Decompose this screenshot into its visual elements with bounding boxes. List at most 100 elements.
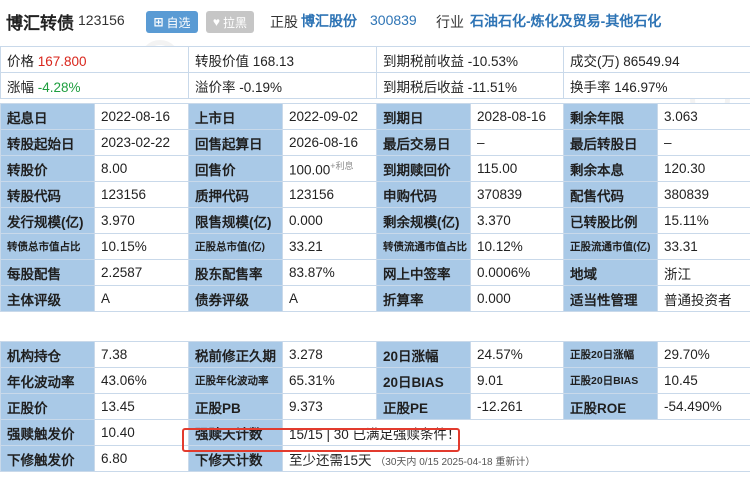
info-value: 2026-08-16 (282, 129, 377, 156)
stats-label: 正股PE (376, 393, 471, 420)
info-label: 转债流通市值占比 (376, 233, 471, 260)
info-label: 到期赎回价 (376, 155, 471, 182)
put-price-note: +利息 (330, 161, 354, 172)
stats-value: 43.06% (94, 367, 189, 394)
info-label: 发行规模(亿) (0, 207, 95, 234)
info-label: 适当性管理 (563, 285, 658, 312)
info-label: 申购代码 (376, 181, 471, 208)
info-label: 主体评级 (0, 285, 95, 312)
bond-code: 123156 (78, 12, 125, 28)
reset-count-text: 至少还需15天 (289, 452, 372, 468)
info-label: 转股代码 (0, 181, 95, 208)
stats-label: 正股年化波动率 (188, 367, 283, 394)
stats-value: -12.261 (470, 393, 564, 420)
info-label: 上市日 (188, 103, 283, 130)
stats-value: 6.80 (94, 445, 189, 472)
add-favorite-button[interactable]: ⊞ 自选 (146, 11, 198, 33)
info-value: 2022-09-02 (282, 103, 377, 130)
blacklist-button[interactable]: ♥ 拉黑 (206, 11, 254, 33)
info-label: 剩余本息 (563, 155, 658, 182)
info-value: 3.063 (657, 103, 750, 130)
stats-value: 65.31% (282, 367, 377, 394)
stats-label: 正股20日涨幅 (563, 341, 658, 368)
bond-name: 博汇转债 (6, 14, 74, 33)
turnover-amount-cell: 成交(万) 86549.94 (563, 46, 750, 73)
stats-label: 20日涨幅 (376, 341, 471, 368)
change-value: -4.28% (37, 79, 81, 95)
info-value: 0.0006% (470, 259, 564, 286)
info-value: 10.12% (470, 233, 564, 260)
stats-label: 正股20日BIAS (563, 367, 658, 394)
info-label: 每股配售 (0, 259, 95, 286)
info-value: 123156 (282, 181, 377, 208)
quote-row: 价格 167.800 转股价值 168.13 到期税前收益 -10.53% 成交… (0, 46, 750, 73)
stock-name-link[interactable]: 博汇股份 (301, 13, 357, 29)
info-value: 2022-08-16 (94, 103, 189, 130)
industry-label: 行业 (436, 14, 464, 30)
stats-label: 税前修正久期 (188, 341, 283, 368)
table-row: 下修触发价 6.80 下修天计数 至少还需15天 （30天内 0/15 2025… (0, 445, 750, 472)
bond-header: 博汇转债 123156 ⊞ 自选 ♥ 拉黑 正股 博汇股份 300839 行业 … (0, 0, 750, 44)
bond-stats-table: 机构持仓 7.38 税前修正久期 3.278 20日涨幅 24.57% 正股20… (0, 341, 750, 472)
premium-cell: 溢价率 -0.19% (188, 72, 377, 99)
conversion-value-cell: 转股价值 168.13 (188, 46, 377, 73)
industry-link[interactable]: 石油石化-炼化及贸易-其他石化 (470, 13, 662, 29)
info-value: – (470, 129, 564, 156)
price-cell: 价格 167.800 (0, 46, 189, 73)
add-favorite-label: 自选 (166, 15, 191, 30)
info-value: – (657, 129, 750, 156)
info-value: 2.2587 (94, 259, 189, 286)
info-label: 网上中签率 (376, 259, 471, 286)
info-value: 3.370 (470, 207, 564, 234)
stats-label: 正股PB (188, 393, 283, 420)
info-label: 到期日 (376, 103, 471, 130)
table-row: 强赎触发价 10.40 强赎天计数 15/15 | 30 已满足强赎条件！ (0, 419, 750, 446)
info-label: 回售价 (188, 155, 283, 182)
table-row: 起息日 2022-08-16 上市日 2022-09-02 到期日 2028-0… (0, 103, 750, 130)
info-label: 配售代码 (563, 181, 658, 208)
table-row: 机构持仓 7.38 税前修正久期 3.278 20日涨幅 24.57% 正股20… (0, 341, 750, 368)
stats-value: 10.45 (657, 367, 750, 394)
info-label: 最后交易日 (376, 129, 471, 156)
bond-info-table: 起息日 2022-08-16 上市日 2022-09-02 到期日 2028-0… (0, 103, 750, 312)
info-label: 起息日 (0, 103, 95, 130)
quote-row: 涨幅 -4.28% 溢价率 -0.19% 到期税后收益 -11.51% 换手率 … (0, 72, 750, 99)
info-label: 转股价 (0, 155, 95, 182)
call-count-value: 15/15 | 30 已满足强赎条件！ (282, 419, 750, 446)
stats-value: 9.01 (470, 367, 564, 394)
table-row: 发行规模(亿) 3.970 限售规模(亿) 0.000 剩余规模(亿) 3.37… (0, 207, 750, 234)
stats-label: 下修触发价 (0, 445, 95, 472)
stats-value: -54.490% (657, 393, 750, 420)
put-price-value: 100.00 (289, 162, 331, 178)
table-row: 转股起始日 2023-02-22 回售起算日 2026-08-16 最后交易日 … (0, 129, 750, 156)
info-value: 370839 (470, 181, 564, 208)
info-label: 已转股比例 (563, 207, 658, 234)
table-row: 主体评级 A 债券评级 A 折算率 0.000 适当性管理 普通投资者 (0, 285, 750, 312)
info-value: 33.21 (282, 233, 377, 260)
stats-label: 机构持仓 (0, 341, 95, 368)
stats-value: 7.38 (94, 341, 189, 368)
quote-table: 价格 167.800 转股价值 168.13 到期税前收益 -10.53% 成交… (0, 46, 750, 99)
stats-label: 年化波动率 (0, 367, 95, 394)
table-row: 正股价 13.45 正股PB 9.373 正股PE -12.261 正股ROE … (0, 393, 750, 420)
stats-value: 24.57% (470, 341, 564, 368)
reset-count-note: （30天内 0/15 2025-04-18 重新计） (375, 456, 536, 468)
stats-label: 20日BIAS (376, 367, 471, 394)
table-row: 转股价 8.00 回售价 100.00+利息 到期赎回价 115.00 剩余本息… (0, 155, 750, 182)
table-row: 年化波动率 43.06% 正股年化波动率 65.31% 20日BIAS 9.01… (0, 367, 750, 394)
stats-label: 正股价 (0, 393, 95, 420)
info-label: 转股起始日 (0, 129, 95, 156)
reset-count-label: 下修天计数 (188, 445, 283, 472)
stock-label: 正股 (270, 14, 298, 30)
info-label: 回售起算日 (188, 129, 283, 156)
info-label: 剩余规模(亿) (376, 207, 471, 234)
stock-code-link[interactable]: 300839 (370, 12, 417, 28)
table-row: 转股代码 123156 质押代码 123156 申购代码 370839 配售代码… (0, 181, 750, 208)
stats-value: 13.45 (94, 393, 189, 420)
info-value: 浙江 (657, 259, 750, 286)
info-value: 15.11% (657, 207, 750, 234)
call-count-label: 强赎天计数 (188, 419, 283, 446)
info-value: 380839 (657, 181, 750, 208)
stats-label: 正股ROE (563, 393, 658, 420)
info-label: 折算率 (376, 285, 471, 312)
